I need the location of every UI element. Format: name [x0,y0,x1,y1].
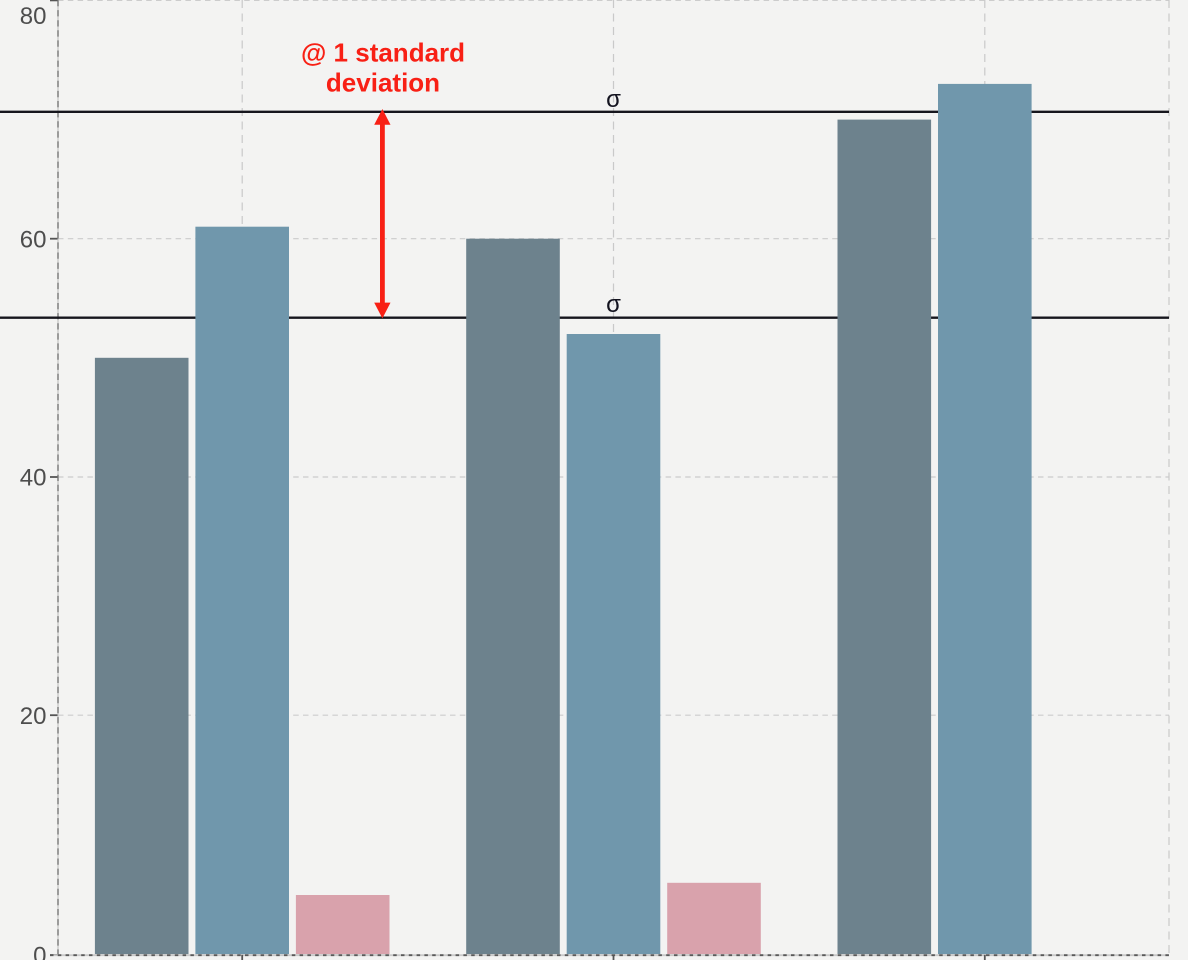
svg-text:deviation: deviation [326,68,440,98]
svg-text:60: 60 [20,226,47,253]
svg-text:0: 0 [33,942,46,960]
svg-text:σ: σ [606,291,621,318]
svg-text:80: 80 [20,3,47,30]
svg-text:σ: σ [606,86,621,113]
svg-text:40: 40 [20,465,47,492]
svg-text:@ 1 standard: @ 1 standard [301,38,465,68]
svg-text:20: 20 [20,703,47,730]
